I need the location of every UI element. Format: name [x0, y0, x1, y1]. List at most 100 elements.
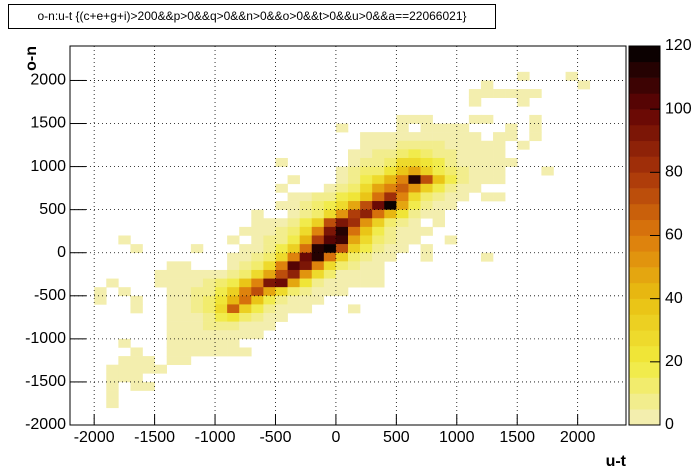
cell [118, 373, 131, 383]
cell [251, 218, 264, 228]
cell [396, 201, 409, 210]
cell [263, 269, 276, 279]
cell [166, 295, 180, 305]
cell [202, 330, 216, 340]
cell [384, 149, 397, 159]
cell [142, 381, 155, 391]
cell [384, 201, 397, 210]
cell [432, 166, 445, 176]
cell [360, 261, 373, 271]
cell [215, 313, 228, 322]
cell [166, 304, 180, 314]
cell [166, 330, 180, 340]
cell [118, 235, 131, 245]
cell [384, 192, 397, 202]
cell [348, 183, 361, 193]
cell [432, 132, 445, 142]
cell [348, 226, 361, 236]
cell [335, 192, 349, 202]
cell [432, 157, 445, 167]
x-tick-label: 1000 [439, 429, 475, 446]
cell [360, 235, 373, 245]
cell [468, 149, 482, 159]
cell [456, 183, 470, 193]
cell [311, 295, 325, 305]
cell [299, 287, 313, 297]
cell [275, 295, 288, 305]
cell [335, 166, 349, 176]
cell [505, 157, 518, 167]
cell [166, 287, 180, 297]
axes: -2000 -1500 -1000 -500 0 500 1000 1500 2000-2000… [25, 37, 692, 446]
cell [215, 287, 228, 297]
cell [493, 149, 506, 159]
cell [517, 97, 530, 107]
colorbar-band [629, 172, 660, 189]
cell [335, 226, 349, 236]
cell [275, 261, 288, 271]
cell [166, 278, 180, 288]
cell [348, 149, 361, 159]
cell [396, 157, 409, 167]
colorbar-band [629, 314, 660, 331]
cell [239, 244, 252, 254]
cell [251, 252, 264, 262]
cell [408, 149, 421, 159]
cell [348, 166, 361, 176]
cell [444, 140, 458, 150]
cell [335, 287, 349, 297]
cell [456, 132, 470, 142]
cell [227, 295, 240, 305]
colorbar-band [629, 409, 660, 426]
cell [480, 140, 494, 150]
cell [251, 321, 264, 331]
cell [493, 192, 506, 202]
cell [94, 295, 107, 305]
cell [178, 287, 192, 297]
cell [468, 132, 482, 142]
cell [239, 321, 252, 331]
cell [166, 338, 180, 348]
cell [372, 192, 385, 202]
cell [480, 252, 494, 262]
cell [444, 175, 458, 185]
cell [299, 209, 313, 219]
cell [517, 89, 530, 98]
cell [348, 244, 361, 254]
colorbar-band [629, 203, 660, 221]
cell [299, 295, 313, 305]
cell [408, 226, 421, 236]
cell [299, 192, 313, 202]
cell [493, 175, 506, 185]
cell [432, 183, 445, 193]
cell [275, 304, 288, 314]
colorbar-band [629, 156, 660, 173]
cell [215, 278, 228, 288]
cell [348, 304, 361, 314]
cell [190, 269, 204, 279]
cell [215, 338, 228, 348]
cell [275, 183, 288, 193]
cell [106, 399, 119, 409]
cell [166, 347, 180, 357]
cell [323, 278, 337, 288]
cell [420, 192, 433, 202]
cell [130, 381, 143, 391]
cell [178, 356, 192, 366]
cell [227, 321, 240, 331]
cell [239, 347, 252, 357]
cell [396, 114, 409, 124]
cell [420, 123, 433, 133]
cell [275, 157, 288, 167]
cell [263, 252, 276, 262]
cell [348, 261, 361, 271]
cell [384, 175, 397, 185]
cell [239, 287, 252, 297]
cell [299, 252, 313, 262]
cell [468, 89, 482, 98]
colorbar-band [629, 46, 660, 63]
cell [396, 209, 409, 219]
cell [348, 209, 361, 219]
x-tick-label: -2000 [74, 429, 115, 446]
cell [468, 166, 482, 176]
